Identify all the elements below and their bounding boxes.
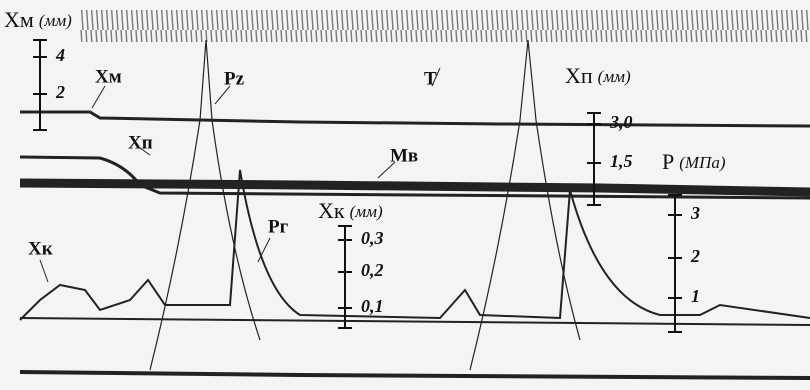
trace-label: Xм — [95, 66, 122, 87]
base-trace — [20, 372, 810, 378]
scale-tick-label: 1,5 — [610, 151, 633, 171]
scale-title: Xм — [4, 7, 34, 32]
scale-tick-label: 2 — [690, 246, 700, 266]
scale-tick-label: 4 — [55, 45, 65, 65]
scale-title: Xп — [565, 63, 593, 88]
scale-tick-label: 3 — [690, 203, 700, 223]
scale-tick-label: 2 — [55, 82, 65, 102]
trace-label: Xп — [128, 132, 153, 153]
scale-tick-label: 0,2 — [361, 260, 384, 280]
trace-label: Xк — [28, 238, 53, 259]
scale-unit: (мм) — [350, 202, 383, 221]
timer-trace — [80, 10, 810, 42]
scale-tick-label: 0,1 — [361, 296, 384, 316]
xk-trace — [20, 318, 810, 325]
trace-label: Pz — [224, 68, 245, 89]
scale-unit: (мм) — [598, 67, 631, 86]
scale-title: Xк — [318, 198, 345, 223]
scale-unit: (МПа) — [679, 153, 726, 172]
mv-trace — [20, 183, 810, 192]
oscillogram: Xм (мм) 4 2 Xп (мм) 3,0 1,5 P (МПа) 3 2 1 Xк (мм) 0,3 0,… — [0, 0, 810, 390]
traces: Xм (мм) 4 2 Xп (мм) 3,0 1,5 P (МПа) 3 2 1 Xк (мм) 0,3 0,… — [0, 0, 810, 390]
xm-trace — [20, 112, 810, 126]
trace-label: T — [424, 68, 437, 89]
scale-tick-label: 0,3 — [361, 228, 384, 248]
trace-label: Pг — [268, 216, 289, 237]
scale-title: P — [662, 149, 674, 174]
scale-tick-label: 3,0 — [609, 112, 633, 132]
scale-unit: (мм) — [39, 11, 72, 30]
trace-label: Мв — [390, 145, 418, 166]
scale-tick-label: 1 — [691, 286, 700, 306]
